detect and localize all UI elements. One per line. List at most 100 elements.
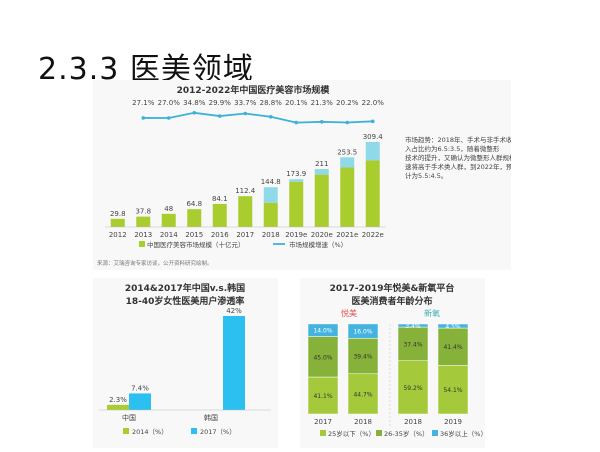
age-segment-label: 59.2% — [403, 385, 422, 392]
age-segment — [437, 365, 469, 415]
market-bar-forecast — [340, 157, 355, 168]
market-note: 市场趋势：2018年、手术与非手术收入占比约为6.5:3.5，随着微整形技术的提… — [405, 135, 511, 180]
age-segment — [397, 323, 429, 328]
market-x-tick: 2016 — [211, 231, 229, 239]
growth-label: 22.0% — [362, 99, 385, 107]
market-bar-forecast — [314, 169, 329, 175]
age-legend-swatch — [376, 430, 382, 436]
age-segment-label: 16.0% — [353, 329, 372, 336]
legend-bar-label: 中国医疗美容市场规模（十亿元） — [147, 240, 245, 249]
market-bar-label: 48 — [164, 205, 173, 213]
age-legend-label: 25岁以下（%） — [328, 429, 375, 438]
market-bar-label: 144.8 — [261, 178, 281, 186]
platform-xinyang: 新氧 — [424, 308, 440, 318]
age-segment-label: 4.5% — [445, 324, 461, 331]
age-legend-label: 36岁以上（%） — [440, 429, 485, 438]
market-bar — [289, 181, 304, 227]
pen-label-2017: 42% — [226, 307, 242, 315]
market-chart-panel: 2012-2022年中国医疗美容市场规模 27.1% 27.0% 34.8% 29.9%… — [93, 80, 522, 270]
growth-point — [345, 120, 350, 125]
growth-point — [319, 120, 324, 124]
growth-line — [143, 111, 373, 124]
legend-line-label: 市场规模增速（%） — [289, 240, 347, 249]
age-segment — [307, 336, 339, 378]
age-segment — [397, 360, 429, 415]
market-bar-label: 253.5 — [337, 148, 357, 156]
pen-label-2014: 2.3% — [109, 396, 127, 404]
growth-point — [294, 120, 299, 125]
pen-x-tick: 韩国 — [204, 413, 218, 422]
age-segment-label: 41.1% — [313, 393, 332, 400]
market-x-tick: 2022e — [362, 231, 384, 239]
market-x-tick: 2019e — [285, 231, 307, 239]
growth-point — [243, 111, 248, 116]
penetration-chart-panel: 2014&2017年中国v.s.韩国 18-40岁女性医美用户渗透率 2.3% 7.4… — [93, 278, 278, 448]
age-x-tick: 2019 — [444, 418, 462, 426]
pen-chart-title: 2014&2017年中国v.s.韩国 — [125, 282, 245, 294]
growth-label: 33.7% — [234, 99, 257, 107]
market-bar-label: 84.1 — [212, 195, 228, 203]
age-segment-label: 41.4% — [443, 344, 462, 351]
pen-legend-2014: 2014（%） — [132, 428, 168, 436]
age-segment-label: 37.4% — [403, 341, 422, 348]
age-segment — [347, 373, 379, 415]
age-segment — [307, 323, 339, 337]
market-bar — [314, 174, 329, 227]
market-bar-forecast — [289, 179, 304, 182]
market-bar — [136, 216, 151, 227]
market-x-tick: 2015 — [185, 231, 203, 239]
age-segment — [347, 338, 379, 375]
age-segment — [397, 326, 429, 361]
age-segment-label: 54.1% — [443, 387, 462, 394]
market-bar — [110, 218, 125, 227]
age-segment-label: 39.4% — [353, 354, 372, 361]
age-segment — [307, 376, 339, 415]
growth-label: 27.0% — [158, 99, 181, 107]
growth-label: 20.1% — [285, 99, 308, 107]
age-segment-label: 45.0% — [313, 354, 332, 361]
pen-bar-2014 — [107, 404, 129, 410]
market-bar-label: 112.4 — [235, 187, 256, 195]
pen-bar-2017 — [223, 316, 245, 410]
market-chart-title: 2012-2022年中国医疗美容市场规模 — [177, 84, 331, 96]
growth-point — [141, 116, 146, 120]
market-bar — [212, 203, 227, 227]
age-segment — [347, 323, 379, 339]
legend-bar-swatch — [139, 241, 145, 247]
market-bar-label: 64.8 — [186, 200, 202, 208]
age-chart-title: 2017-2019年悦美&新氧平台 — [330, 282, 455, 294]
age-segment-label: 3.4% — [405, 323, 421, 330]
growth-point — [192, 111, 197, 115]
market-x-tick: 2017 — [236, 231, 254, 239]
market-x-tick: 2021e — [336, 231, 358, 239]
market-x-tick: 2013 — [134, 231, 152, 239]
pen-x-tick: 中国 — [122, 413, 136, 422]
market-bar-forecast — [263, 187, 278, 203]
pen-legend-2014-swatch — [123, 428, 129, 434]
pen-legend-2017: 2017（%） — [200, 428, 236, 436]
market-bar — [263, 202, 278, 227]
age-chart-subtitle: 医美消费者年龄分布 — [351, 295, 432, 307]
pen-label-2017: 7.4% — [131, 384, 149, 392]
market-bar-label: 173.9 — [286, 170, 306, 178]
market-x-tick: 2018 — [262, 231, 280, 239]
age-segment-label: 44.7% — [353, 391, 372, 398]
growth-label: 20.2% — [336, 99, 359, 107]
market-bar — [161, 213, 176, 227]
growth-label: 21.3% — [311, 99, 334, 107]
growth-point — [370, 119, 375, 124]
market-x-tick: 2020e — [311, 231, 333, 239]
pen-legend-2017-swatch — [191, 428, 197, 434]
growth-label: 28.8% — [260, 99, 283, 107]
pen-chart-subtitle: 18-40岁女性医美用户渗透率 — [126, 295, 245, 307]
age-segment — [437, 323, 469, 329]
market-chart: 2012-2022年中国医疗美容市场规模 27.1% 27.0% 34.8% 29.9%… — [97, 84, 522, 267]
market-source: 来源：艾瑞咨询专家访谈，公开资料研究绘制。 — [97, 259, 213, 267]
age-segment — [437, 327, 469, 366]
market-x-tick: 2014 — [160, 231, 178, 239]
growth-point — [166, 116, 171, 120]
age-legend-swatch — [432, 430, 438, 436]
growth-label: 29.9% — [209, 99, 232, 107]
